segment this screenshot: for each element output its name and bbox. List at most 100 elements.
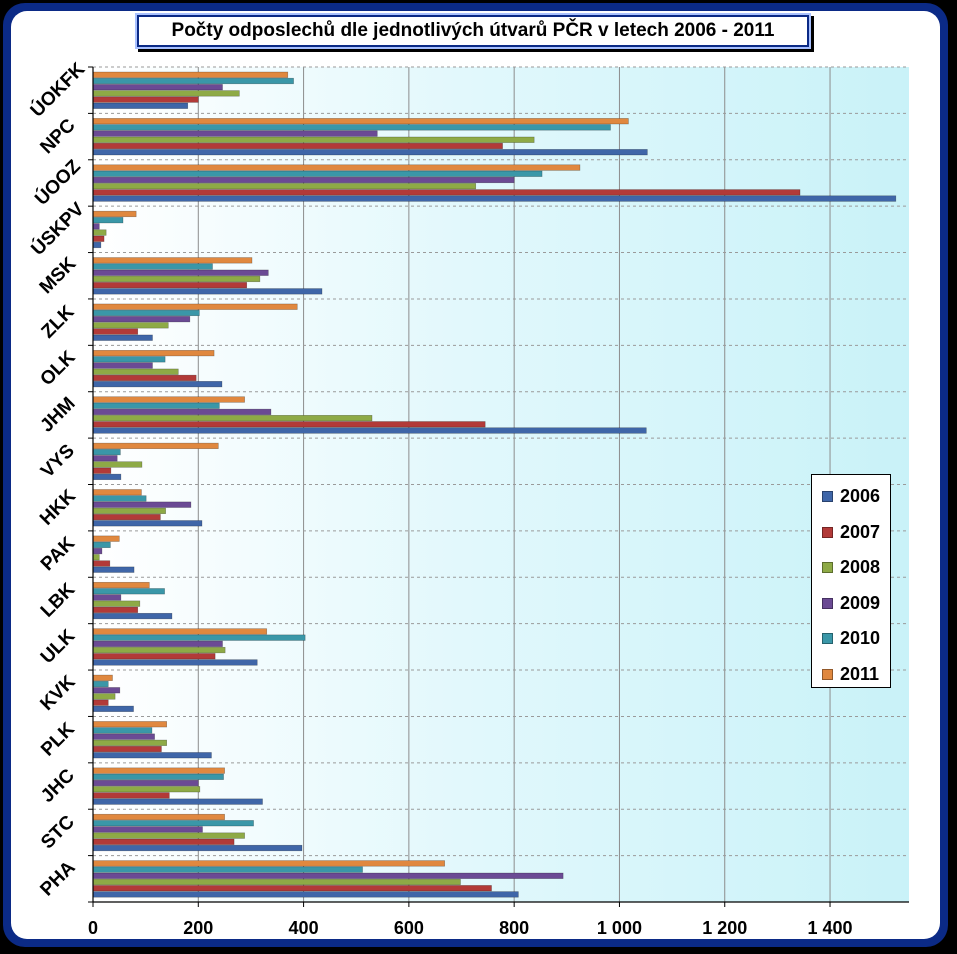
bar-stc-2009 [92, 826, 203, 833]
legend-swatch [822, 526, 833, 538]
bar-vys-2010 [92, 449, 121, 456]
bar-msk-2007 [92, 282, 248, 289]
bars [92, 71, 897, 898]
bar-jhm-2011 [92, 396, 245, 403]
bar-stc-2007 [92, 838, 235, 845]
bar-úooz-2010 [92, 170, 543, 177]
bar-jhm-2006 [92, 427, 647, 434]
x-tick-label: 1 000 [597, 918, 642, 938]
bar-pak-2011 [92, 535, 120, 542]
bar-úskpv-2008 [92, 229, 107, 236]
bar-olk-2008 [92, 368, 179, 375]
y-tick-label: OLK [36, 347, 79, 390]
legend-item-2011: 2011 [812, 657, 890, 693]
bar-úokfk-2009 [92, 84, 223, 91]
legend-label: 2006 [840, 486, 881, 507]
legend-label: 2011 [840, 663, 880, 684]
bar-jhc-2006 [92, 798, 263, 805]
bar-kvk-2007 [92, 699, 109, 706]
bar-zlk-2009 [92, 316, 191, 323]
bar-kvk-2008 [92, 693, 116, 700]
bar-úskpv-2010 [92, 217, 124, 224]
y-tick-label: ZLK [38, 301, 79, 342]
bar-zlk-2006 [92, 334, 153, 341]
legend-item-2006: 2006 [812, 479, 890, 515]
bar-msk-2009 [92, 269, 269, 276]
bar-npc-2009 [92, 130, 378, 137]
bar-hkk-2009 [92, 501, 192, 508]
bar-npc-2006 [92, 149, 648, 156]
bar-plk-2011 [92, 721, 168, 728]
legend-item-2009: 2009 [812, 586, 890, 622]
y-tick-label: JHM [36, 393, 79, 436]
bar-úokfk-2008 [92, 90, 240, 97]
y-tick-label: MSK [36, 253, 81, 298]
chart-title: Počty odposlechů dle jednotlivých útvarů… [139, 17, 807, 45]
bar-úskpv-2007 [92, 235, 105, 242]
bar-olk-2006 [92, 381, 223, 388]
y-tick-label: PHA [36, 857, 79, 900]
bar-zlk-2011 [92, 303, 298, 310]
x-tick-label: 600 [394, 918, 424, 938]
legend-label: 2009 [840, 592, 881, 613]
x-tick-labels: 0 200 400 600 800 1 000 1 200 1 400 [88, 918, 853, 938]
bar-jhm-2009 [92, 408, 272, 416]
legend-swatch [822, 668, 833, 680]
x-tick-label: 200 [183, 918, 213, 938]
bar-ulk-2011 [92, 628, 268, 635]
y-tick-label: ÚOOZ [30, 155, 85, 210]
x-tick-label: 0 [88, 918, 98, 938]
bar-plk-2007 [92, 745, 162, 753]
bar-stc-2011 [92, 813, 225, 821]
y-tick-label: ULK [37, 625, 80, 668]
bar-hkk-2006 [92, 520, 203, 527]
bar-lbk-2011 [92, 581, 150, 589]
bar-vys-2008 [92, 461, 143, 468]
bar-pha-2008 [92, 878, 461, 886]
bar-ulk-2010 [92, 634, 306, 641]
bar-pha-2007 [92, 885, 492, 892]
bar-úooz-2006 [92, 195, 897, 202]
bar-úokfk-2007 [92, 96, 199, 103]
axes [88, 66, 909, 907]
bar-ulk-2006 [92, 659, 258, 666]
y-tick-label: NPC [36, 115, 79, 158]
legend-label: 2007 [840, 521, 881, 542]
legend-label: 2010 [840, 628, 881, 649]
x-tick-label: 1 200 [702, 918, 747, 938]
bar-úskpv-2006 [92, 241, 102, 249]
bar-lbk-2006 [92, 612, 173, 620]
bar-lbk-2010 [92, 588, 165, 595]
bar-pak-2010 [92, 541, 111, 548]
y-tick-label: PLK [37, 719, 79, 761]
y-tick-label: KVK [36, 671, 79, 714]
bar-ulk-2007 [92, 653, 216, 660]
y-tick-label: STC [37, 811, 79, 853]
y-tick-label: ÚOKFK [26, 58, 90, 122]
bar-npc-2007 [92, 142, 503, 150]
bar-npc-2010 [92, 124, 611, 131]
legend-item-2008: 2008 [812, 550, 890, 586]
bar-úokfk-2006 [92, 102, 189, 109]
legend: 2006 2007 2008 2009 2010 2011 [811, 474, 891, 688]
bar-plk-2008 [92, 739, 168, 746]
legend-swatch [822, 491, 833, 503]
bar-lbk-2007 [92, 606, 139, 613]
bar-msk-2008 [92, 275, 261, 283]
bar-úokfk-2010 [92, 77, 294, 85]
bar-olk-2009 [92, 362, 153, 369]
bar-kvk-2011 [92, 674, 113, 681]
legend-swatch [822, 562, 833, 574]
x-tick-label: 1 400 [808, 918, 853, 938]
bar-npc-2011 [92, 118, 629, 125]
legend-swatch [822, 597, 833, 609]
bar-hkk-2010 [92, 495, 147, 502]
bar-msk-2011 [92, 257, 253, 264]
bar-lbk-2008 [92, 600, 141, 607]
bar-plk-2010 [92, 727, 153, 734]
bar-pha-2010 [92, 866, 363, 873]
y-tick-label: VYS [37, 440, 79, 482]
y-tick-label: JHC [37, 765, 79, 807]
bar-olk-2010 [92, 356, 166, 363]
